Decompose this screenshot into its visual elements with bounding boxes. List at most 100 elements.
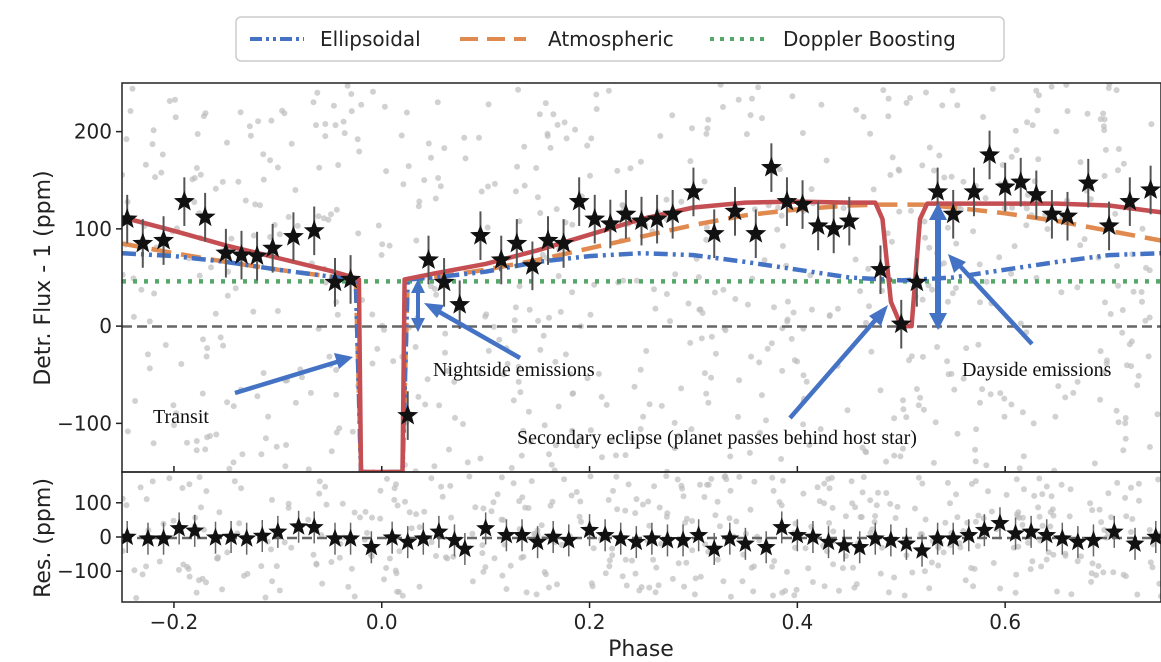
- raw-residual-point: [802, 545, 809, 552]
- raw-point: [931, 167, 937, 174]
- raw-point: [857, 288, 864, 295]
- raw-residual-point: [770, 592, 776, 599]
- raw-point: [294, 222, 301, 229]
- raw-point: [191, 199, 198, 205]
- binned-star: [340, 268, 361, 289]
- raw-point: [521, 182, 528, 189]
- raw-point: [508, 464, 515, 471]
- raw-residual-point: [887, 500, 894, 507]
- residual-star: [865, 528, 885, 547]
- raw-point: [1084, 110, 1091, 117]
- raw-point: [436, 402, 443, 409]
- raw-residual-point: [918, 531, 925, 538]
- raw-point: [764, 345, 771, 352]
- residual-star: [154, 528, 174, 547]
- raw-point: [1145, 353, 1152, 360]
- raw-point: [903, 99, 910, 106]
- raw-residual-point: [1136, 497, 1142, 504]
- raw-residual-point: [1021, 486, 1027, 493]
- raw-point: [970, 228, 977, 235]
- raw-point: [512, 188, 519, 195]
- raw-residual-point: [809, 579, 816, 585]
- raw-residual-point: [751, 563, 757, 570]
- raw-point: [756, 359, 763, 366]
- raw-point: [889, 154, 896, 161]
- raw-residual-point: [561, 476, 568, 483]
- x-tick-label: −0.2: [150, 610, 199, 634]
- raw-residual-point: [1036, 513, 1043, 520]
- raw-point: [747, 112, 754, 119]
- raw-point: [257, 202, 263, 209]
- raw-point: [166, 98, 173, 104]
- raw-residual-point: [1089, 560, 1096, 567]
- raw-point: [587, 311, 594, 318]
- raw-point: [1097, 396, 1104, 403]
- raw-residual-point: [1054, 588, 1060, 595]
- raw-point: [200, 336, 206, 343]
- binned-star: [599, 213, 621, 233]
- residual-star: [252, 526, 272, 545]
- raw-point: [784, 316, 791, 323]
- residual-star: [689, 525, 709, 544]
- raw-residual-point: [697, 481, 703, 488]
- raw-point: [976, 261, 983, 268]
- raw-residual-point: [726, 515, 733, 522]
- raw-point: [867, 130, 874, 137]
- legend: Ellipsoidal Atmospheric Doppler Boosting: [235, 16, 1005, 62]
- raw-residual-point: [262, 594, 269, 601]
- raw-residual-point: [935, 562, 942, 569]
- raw-point: [603, 401, 610, 408]
- raw-residual-point: [829, 504, 836, 511]
- raw-point: [672, 271, 679, 278]
- binned-star: [1025, 183, 1047, 204]
- raw-residual-point: [184, 563, 191, 570]
- raw-point: [996, 254, 1003, 261]
- raw-point: [354, 136, 361, 143]
- raw-point: [144, 351, 151, 358]
- raw-point: [451, 378, 458, 385]
- raw-residual-point: [523, 589, 530, 596]
- raw-residual-point: [336, 554, 343, 561]
- residual-star: [772, 517, 792, 536]
- raw-point: [637, 426, 644, 432]
- raw-point: [124, 428, 131, 435]
- x-tick-label: 0.0: [366, 610, 398, 634]
- raw-residual-point: [623, 582, 630, 589]
- raw-residual-point: [683, 515, 690, 522]
- raw-residual-point: [883, 490, 890, 496]
- raw-point: [1017, 320, 1024, 327]
- raw-residual-point: [1038, 563, 1045, 570]
- raw-point: [224, 139, 230, 146]
- binned-star: [792, 193, 813, 214]
- raw-residual-point: [1096, 506, 1103, 513]
- raw-point: [212, 310, 219, 317]
- raw-residual-point: [1155, 476, 1161, 483]
- raw-residual-point: [836, 587, 842, 594]
- raw-residual-point: [1031, 492, 1038, 499]
- raw-point: [868, 348, 875, 355]
- raw-residual-point: [901, 592, 908, 599]
- raw-residual-point: [613, 473, 620, 480]
- raw-point: [1115, 167, 1121, 174]
- raw-residual-point: [196, 577, 202, 584]
- raw-point: [375, 222, 382, 229]
- arrow-nightside-pointer-head: [424, 303, 444, 318]
- raw-residual-point: [377, 515, 384, 522]
- binned-star: [615, 203, 637, 224]
- raw-point: [315, 213, 322, 220]
- residual-star: [611, 528, 631, 547]
- raw-point: [599, 454, 605, 461]
- raw-point: [442, 330, 449, 337]
- raw-point: [1048, 83, 1055, 90]
- residual-star: [595, 525, 615, 544]
- raw-point: [1134, 382, 1141, 389]
- raw-point: [330, 102, 337, 109]
- residual-star: [559, 530, 579, 549]
- raw-point: [431, 463, 438, 470]
- binned-star: [568, 190, 590, 211]
- raw-point: [972, 446, 979, 453]
- raw-residual-point: [632, 510, 639, 517]
- raw-residual-point: [1058, 481, 1065, 488]
- raw-point: [247, 132, 254, 139]
- raw-residual-point: [269, 578, 276, 585]
